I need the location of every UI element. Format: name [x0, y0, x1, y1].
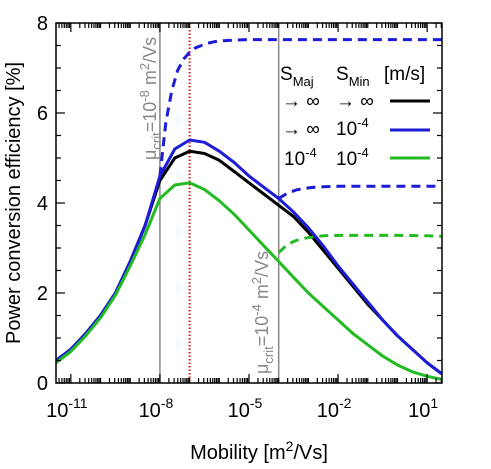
x-tick-label: 101	[408, 395, 438, 422]
series-line-6-dashed	[277, 233, 442, 254]
legend-header-smaj: SMaj	[280, 64, 314, 89]
y-tick-label: 6	[37, 103, 48, 125]
y-tick-label: 2	[37, 283, 48, 305]
x-tick-label: 10-2	[317, 395, 352, 422]
x-tick-label: 10-11	[46, 395, 88, 422]
legend-row2-smaj: → ∞	[282, 119, 320, 140]
axis-ticks	[56, 22, 442, 384]
legend-header-smin: SMin	[336, 64, 370, 89]
reference-lines	[159, 23, 280, 383]
legend-row3-smaj: 10-4	[284, 145, 317, 170]
legend-row1-smin: → ∞	[336, 91, 374, 112]
legend-row2-smin: 10-4	[336, 115, 369, 140]
y-tick-label: 4	[37, 193, 48, 215]
x-tick-label: 10-5	[228, 395, 263, 422]
series-line-3	[56, 181, 442, 381]
data-series	[56, 38, 442, 381]
legend-row3-smin: 10-4	[336, 145, 369, 170]
legend: SMaj SMin [m/s] → ∞ → ∞ → ∞ 10-4 10-4 10…	[280, 64, 430, 170]
series-line-5-dashed	[277, 184, 442, 200]
series-line-2	[56, 138, 442, 376]
mu-crit-annotation-2: μcrit=10-4 m2/Vs	[249, 251, 276, 374]
series-line-1	[56, 149, 442, 376]
y-axis-title: Power conversion efficiency [%]	[3, 62, 25, 344]
x-axis-title: Mobility [m2/Vs]	[190, 438, 328, 464]
y-tick-label: 8	[37, 13, 48, 35]
series-line-4-dashed	[158, 38, 442, 177]
legend-row1-smaj: → ∞	[282, 91, 320, 112]
y-tick-label: 0	[37, 373, 48, 395]
x-tick-label: 10-8	[139, 395, 174, 422]
legend-header-unit: [m/s]	[384, 64, 425, 85]
